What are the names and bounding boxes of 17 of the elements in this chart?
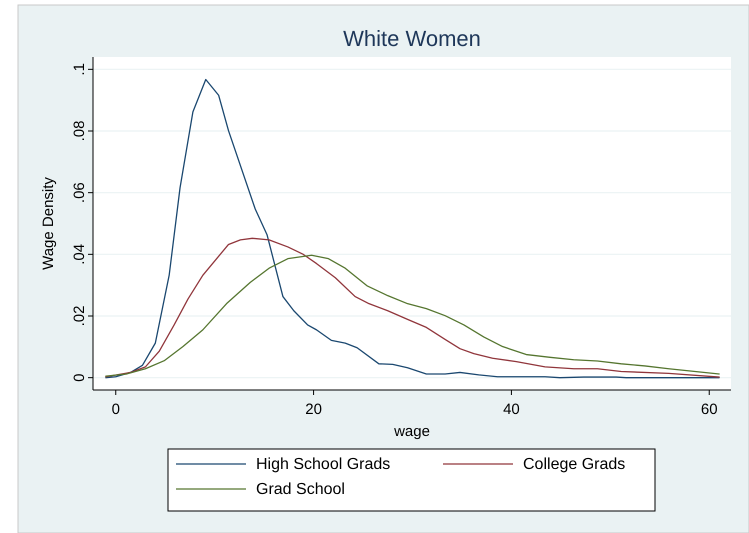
y-tick-label: 0 — [71, 373, 88, 382]
y-tick-label: .02 — [71, 306, 88, 326]
legend-label: College Grads — [523, 456, 626, 473]
y-axis-title: Wage Density — [40, 176, 57, 270]
y-tick-label: .08 — [71, 120, 88, 142]
x-tick-label: 20 — [305, 401, 322, 418]
y-tick-label: .1 — [71, 63, 88, 76]
legend-label: Grad School — [256, 481, 345, 498]
x-tick-label: 60 — [700, 401, 718, 418]
x-tick-label: 0 — [112, 401, 120, 418]
legend-label: High School Grads — [256, 456, 390, 473]
line-series — [105, 78, 720, 378]
x-tick-label: 40 — [503, 401, 520, 418]
y-tick-label: .04 — [71, 244, 88, 265]
chart-title: White Women — [343, 26, 481, 51]
x-axis-title: wage — [393, 423, 430, 440]
y-tick-label: .06 — [71, 182, 88, 204]
